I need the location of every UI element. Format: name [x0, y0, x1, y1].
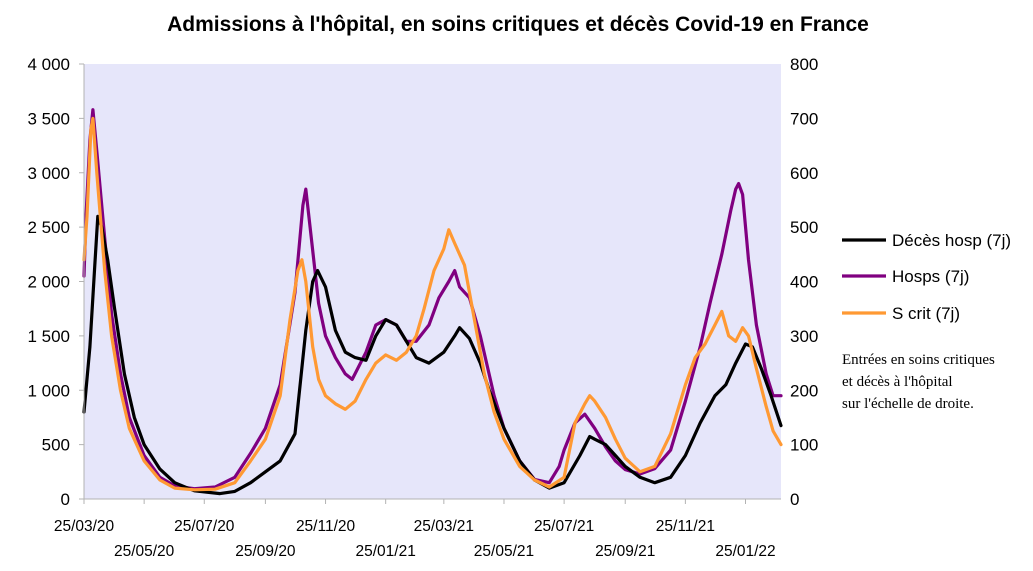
- y-tick-label: 2 500: [27, 218, 70, 237]
- y2-tick-label: 600: [790, 164, 818, 183]
- x-tick-label: 25/07/20: [174, 518, 235, 535]
- annotation-line: sur l'échelle de droite.: [842, 396, 974, 412]
- legend-label: S crit (7j): [892, 304, 960, 323]
- y-tick-label: 4 000: [27, 55, 70, 74]
- y-tick-label: 3 000: [27, 164, 70, 183]
- x-tick-label: 25/09/21: [595, 543, 655, 560]
- x-tick-label: 25/03/21: [414, 518, 474, 535]
- annotation-line: et décès à l'hôpital: [842, 374, 953, 390]
- y2-tick-label: 200: [790, 381, 818, 400]
- y2-tick-label: 700: [790, 109, 818, 128]
- annotation-line: Entrées en soins critiques: [842, 352, 995, 368]
- x-tick-label: 25/05/21: [474, 543, 534, 560]
- x-tick-label: 25/01/22: [715, 543, 775, 560]
- y-tick-label: 0: [61, 490, 70, 509]
- x-tick-label: 25/07/21: [534, 518, 594, 535]
- x-tick-label: 25/09/20: [235, 543, 296, 560]
- y2-tick-label: 800: [790, 55, 818, 74]
- legend: Décès hosp (7j) Hosps (7j) S crit (7j): [842, 231, 1011, 323]
- legend-label: Décès hosp (7j): [892, 231, 1011, 250]
- x-tick-label: 25/11/20: [296, 518, 356, 535]
- chart-title: Admissions à l'hôpital, en soins critiqu…: [167, 13, 869, 36]
- y2-tick-label: 100: [790, 436, 818, 455]
- axes: 0 500 1 000 1 500 2 000 2 500 3 000 3 500 4 000 0…: [27, 55, 818, 560]
- y-tick-label: 2 000: [27, 273, 70, 292]
- y-tick-label: 3 500: [27, 109, 70, 128]
- series-line: [82, 214, 783, 496]
- legend-label: Hosps (7j): [892, 267, 969, 286]
- x-tick-label: 25/03/20: [54, 518, 115, 535]
- y-tick-label: 1 000: [27, 381, 70, 400]
- y2-tick-label: 400: [790, 273, 818, 292]
- y-tick-label: 500: [42, 436, 70, 455]
- x-tick-label: 25/05/20: [114, 543, 175, 560]
- y-tick-label: 1 500: [27, 327, 70, 346]
- y2-tick-label: 300: [790, 327, 818, 346]
- series-lines: [82, 108, 783, 496]
- x-tick-label: 25/11/21: [656, 518, 715, 535]
- y2-tick-label: 500: [790, 218, 818, 237]
- annotation: Entrées en soins critiques et décès à l'h…: [842, 352, 995, 412]
- y2-tick-label: 0: [790, 490, 799, 509]
- series-line: [82, 116, 783, 492]
- x-tick-label: 25/01/21: [355, 543, 415, 560]
